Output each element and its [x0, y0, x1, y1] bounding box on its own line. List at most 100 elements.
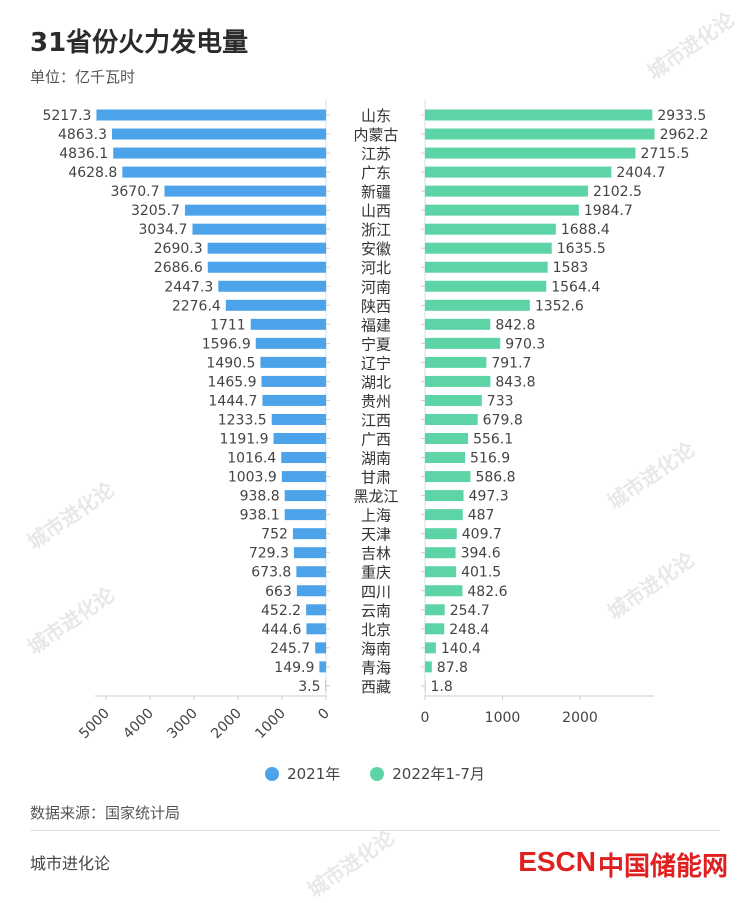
category-label: 内蒙古 [353, 126, 398, 144]
bar-2022 [425, 604, 445, 616]
bar-2022 [425, 109, 653, 121]
bar-2022 [425, 642, 436, 654]
logo-latin: ESCN [518, 846, 596, 877]
x-tick-label-2022: 2000 [562, 710, 598, 726]
data-label-2022: 1352.6 [535, 298, 584, 314]
category-label: 云南 [361, 602, 391, 620]
data-label-2022: 586.8 [475, 470, 515, 486]
data-label-2021: 752 [261, 527, 288, 543]
bar-2022 [425, 585, 463, 597]
data-label-2021: 2447.3 [164, 279, 213, 295]
bar-2021 [281, 471, 326, 483]
bar-2021 [315, 642, 326, 654]
category-label: 海南 [361, 640, 391, 658]
data-label-2021: 1444.7 [208, 393, 257, 409]
data-label-2022: 679.8 [483, 412, 523, 428]
data-label-2021: 3.5 [298, 679, 320, 695]
bar-2021 [261, 375, 326, 387]
bar-2021 [293, 547, 326, 559]
category-label: 西藏 [361, 678, 391, 696]
bar-2022 [425, 147, 636, 159]
bar-2022 [425, 337, 501, 349]
category-label: 吉林 [361, 545, 391, 563]
data-label-2021: 2690.3 [154, 241, 203, 257]
brand-name: 城市进化论 [30, 854, 111, 873]
divider [30, 830, 720, 831]
data-label-2022: 401.5 [461, 565, 501, 581]
category-label: 陕西 [361, 297, 391, 315]
bar-2022 [425, 490, 464, 502]
bar-2021 [281, 452, 326, 464]
bar-2022 [425, 394, 482, 406]
data-label-2021: 444.6 [261, 622, 301, 638]
legend: 2021年 2022年1-7月 [0, 763, 750, 784]
data-label-2021: 452.2 [261, 603, 301, 619]
data-label-2022: 2715.5 [640, 146, 689, 162]
data-label-2022: 1984.7 [584, 203, 633, 219]
bar-2021 [184, 204, 326, 216]
data-label-2021: 663 [265, 584, 292, 600]
bar-2022 [425, 128, 655, 140]
bar-2022 [425, 204, 579, 216]
bar-2022 [425, 166, 612, 178]
legend-label: 2021年 [287, 765, 341, 783]
category-label: 青海 [361, 659, 391, 677]
category-label: 甘肃 [361, 469, 391, 487]
category-label: 江苏 [361, 145, 391, 163]
data-label-2022: 140.4 [441, 641, 481, 657]
bar-2022 [425, 375, 491, 387]
category-label: 重庆 [361, 564, 391, 582]
bar-2021 [255, 337, 326, 349]
data-label-2022: 791.7 [491, 355, 531, 371]
bar-2021 [296, 566, 326, 578]
bar-2022 [425, 185, 588, 197]
data-label-2022: 2404.7 [616, 165, 665, 181]
bar-2021 [271, 413, 326, 425]
data-label-2022: 87.8 [437, 660, 468, 676]
bar-2022 [425, 433, 469, 445]
data-label-2021: 1711 [210, 317, 246, 333]
data-label-2021: 3034.7 [138, 222, 187, 238]
bar-2022 [425, 299, 530, 311]
category-label: 山东 [361, 107, 391, 125]
bar-2021 [260, 356, 326, 368]
data-label-2021: 5217.3 [42, 108, 91, 124]
data-label-2021: 1490.5 [206, 355, 255, 371]
unit-label: 单位：亿千瓦时 [30, 68, 136, 86]
bar-2021 [225, 299, 326, 311]
bar-2022 [425, 280, 547, 292]
bar-2021 [325, 680, 326, 692]
logo-cn: 中国储能网 [597, 852, 728, 882]
bar-2021 [292, 528, 326, 540]
data-label-2022: 487 [468, 508, 495, 524]
bar-2022 [425, 680, 426, 692]
data-source: 数据来源：国家统计局 [30, 804, 181, 822]
category-label: 福建 [361, 316, 391, 334]
category-label: 河北 [361, 259, 391, 277]
data-label-2021: 1191.9 [220, 432, 269, 448]
data-label-2022: 248.4 [449, 622, 489, 638]
category-label: 上海 [361, 507, 391, 525]
legend-item-2021[interactable]: 2021年 [265, 763, 340, 784]
category-label: 湖北 [361, 373, 391, 391]
category-label: 广西 [361, 431, 391, 449]
data-label-2022: 970.3 [505, 336, 545, 352]
bar-2022 [425, 509, 463, 521]
category-label: 四川 [361, 583, 391, 601]
data-label-2021: 938.8 [240, 489, 280, 505]
bar-2021 [306, 604, 326, 616]
data-label-2022: 516.9 [470, 451, 510, 467]
bar-2022 [425, 242, 552, 254]
legend-dot-icon [265, 766, 280, 781]
bar-2021 [296, 585, 326, 597]
data-label-2021: 1233.5 [218, 412, 267, 428]
legend-item-2022[interactable]: 2022年1-7月 [370, 763, 485, 784]
x-tick-label-2021: 1000 [252, 706, 289, 743]
watermark: 城市进化论 [303, 825, 399, 903]
bar-2021 [262, 394, 326, 406]
data-label-2021: 1465.9 [208, 374, 257, 390]
data-label-2022: 1635.5 [557, 241, 606, 257]
data-label-2021: 1596.9 [202, 336, 251, 352]
data-label-2021: 4863.3 [58, 127, 107, 143]
bar-2022 [425, 566, 457, 578]
